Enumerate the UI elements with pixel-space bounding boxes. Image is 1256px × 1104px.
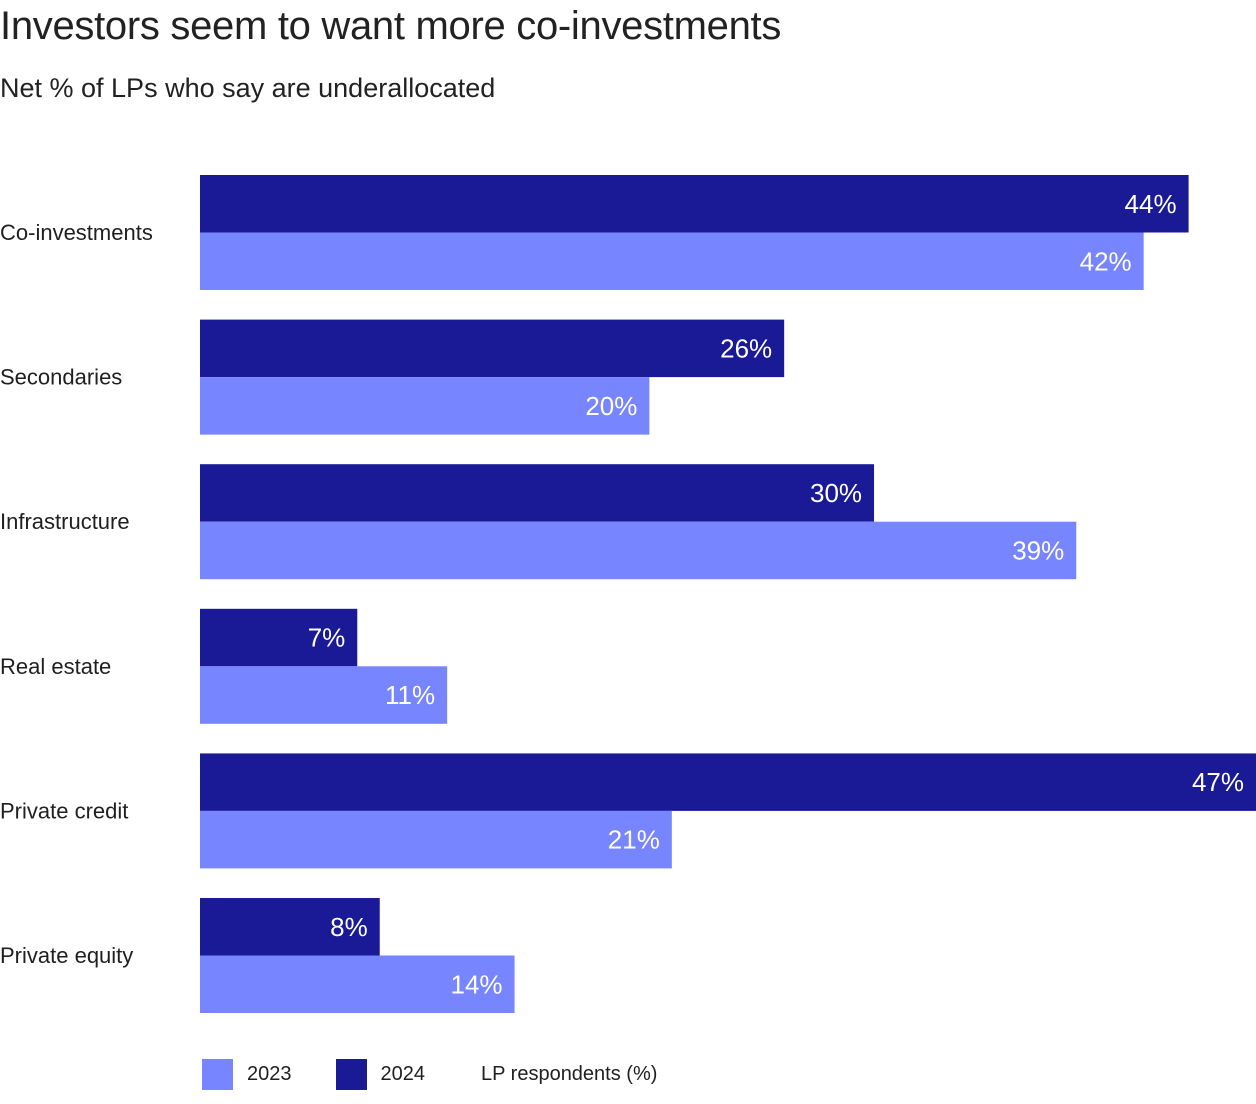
bar-real-estate-2024 <box>200 608 358 667</box>
category-label-co-investments: Co-investments <box>0 220 153 245</box>
bar-infrastructure-2024 <box>200 464 875 522</box>
legend-item-2024: 2024 <box>335 1059 426 1090</box>
data-label-infrastructure-2023: 39% <box>1012 535 1064 565</box>
data-label-co-investments-2024: 44% <box>1125 189 1177 219</box>
chart-subtitle: Net % of LPs who say are underallocated <box>0 73 496 103</box>
data-label-real-estate-2023: 11% <box>385 680 435 710</box>
category-label-infrastructure: Infrastructure <box>0 509 130 534</box>
legend-swatch-2024 <box>335 1059 367 1090</box>
bar-private-equity-2024 <box>200 898 380 956</box>
legend-label-2024: 2024 <box>380 1063 426 1085</box>
data-label-private-equity-2023: 14% <box>451 969 503 999</box>
bar-co-investments-2023 <box>200 232 1144 290</box>
data-label-secondaries-2024: 26% <box>720 333 772 363</box>
bar-private-equity-2023 <box>200 955 515 1013</box>
legend-note: LP respondents (%) <box>481 1063 658 1085</box>
data-label-real-estate-2024: 7% <box>308 623 346 653</box>
category-label-real-estate: Real estate <box>0 654 111 679</box>
data-label-private-credit-2024: 47% <box>1192 767 1244 797</box>
legend-label-2023: 2023 <box>247 1063 292 1085</box>
bar-private-credit-2023 <box>200 810 672 869</box>
legend-item-2023: 2023 <box>202 1059 292 1090</box>
bar-secondaries-2024 <box>200 319 785 378</box>
data-label-co-investments-2023: 42% <box>1080 246 1132 276</box>
chart-title: Investors seem to want more co-investmen… <box>0 4 782 48</box>
data-label-private-credit-2023: 21% <box>608 825 660 855</box>
bar-private-credit-2024 <box>200 753 1256 811</box>
category-label-secondaries: Secondaries <box>0 365 122 390</box>
data-label-infrastructure-2024: 30% <box>810 478 862 508</box>
data-label-secondaries-2023: 20% <box>585 391 637 421</box>
bar-secondaries-2023 <box>200 377 650 435</box>
legend: 2023 2024 LP respondents (%) <box>202 1059 657 1090</box>
bar-infrastructure-2023 <box>200 521 1077 580</box>
bar-co-investments-2024 <box>200 175 1189 233</box>
legend-swatch-2023 <box>202 1059 233 1090</box>
bar-real-estate-2023 <box>200 666 448 724</box>
data-label-private-equity-2024: 8% <box>330 912 368 942</box>
category-label-private-credit: Private credit <box>0 798 128 823</box>
category-label-private-equity: Private equity <box>0 943 133 968</box>
